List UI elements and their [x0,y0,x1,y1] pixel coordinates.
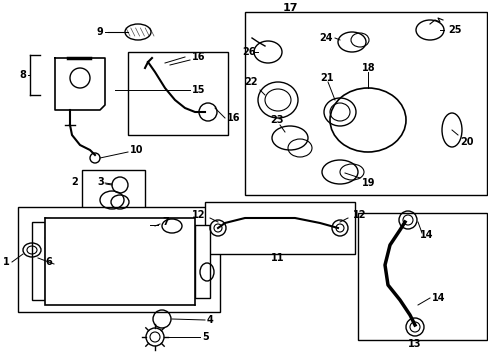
Text: 6: 6 [45,257,52,267]
Bar [18,207,220,312]
Text: 10: 10 [130,145,143,155]
Text: 22: 22 [244,77,258,87]
Text: 20: 20 [459,137,472,147]
Text: 15: 15 [192,85,205,95]
Text: 9: 9 [96,27,103,37]
Bar [195,225,209,298]
Text: 12: 12 [352,210,366,220]
Text: 19: 19 [361,178,375,188]
Text: 2: 2 [71,177,78,187]
Bar [128,52,227,135]
Text: 24: 24 [319,33,332,43]
Text: 21: 21 [319,73,333,83]
Bar [82,170,145,212]
Bar [32,222,45,300]
Text: 14: 14 [419,230,433,240]
Text: 5: 5 [202,332,208,342]
Text: 13: 13 [407,339,421,349]
Bar [357,213,486,340]
Text: 11: 11 [271,253,284,263]
Text: 18: 18 [361,63,375,73]
Text: 3: 3 [97,177,103,187]
Bar [244,12,486,195]
Text: 8: 8 [19,70,26,80]
Text: 16: 16 [226,113,240,123]
Text: 17: 17 [282,3,297,13]
Text: 26: 26 [242,47,256,57]
Bar [45,218,195,305]
Bar [204,202,354,254]
Text: 4: 4 [206,315,213,325]
Text: 7: 7 [162,217,168,227]
Text: 16: 16 [192,52,205,62]
Text: 1: 1 [3,257,10,267]
Text: 25: 25 [447,25,461,35]
Text: 14: 14 [431,293,445,303]
Text: 12: 12 [191,210,204,220]
Text: 23: 23 [269,115,283,125]
